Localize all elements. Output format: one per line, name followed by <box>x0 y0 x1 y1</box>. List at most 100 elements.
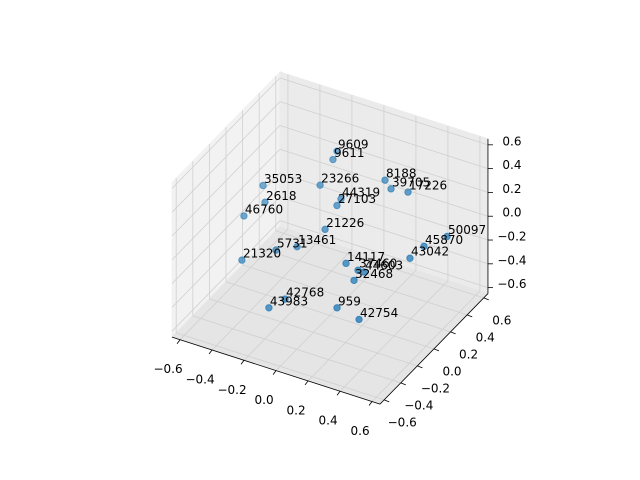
grid-line <box>171 77 281 189</box>
point <box>342 259 350 268</box>
point <box>337 195 345 203</box>
point-label: 23266 <box>321 172 359 186</box>
x-tick-label: 0.0 <box>255 393 274 407</box>
point <box>272 246 280 254</box>
y-tick-label: 0.2 <box>459 347 478 361</box>
point-label: 21226 <box>326 216 364 230</box>
grid-line <box>275 230 484 299</box>
tick-mark <box>384 399 390 403</box>
y-tick-label: 0.6 <box>492 313 511 327</box>
tick-mark <box>240 360 245 365</box>
point <box>281 295 289 303</box>
point-label: 39705 <box>392 175 430 189</box>
tick-mark <box>450 331 456 335</box>
point-label: 2618 <box>266 189 297 203</box>
z-tick-label: 0.0 <box>502 206 521 220</box>
z-tick-label: 0.2 <box>502 182 521 196</box>
x-tick-label: 0.4 <box>319 414 338 428</box>
grid-line <box>225 281 435 350</box>
y-tick-label: −0.6 <box>388 415 417 429</box>
y-tick-label: 0.4 <box>476 330 495 344</box>
point <box>261 198 269 206</box>
point <box>333 201 341 210</box>
point <box>350 276 358 285</box>
y-tick-label: −0.4 <box>404 398 433 412</box>
tick-mark <box>433 348 440 352</box>
x-tick-label: 0.2 <box>287 403 306 417</box>
grid-line <box>176 332 385 401</box>
grid-line <box>171 101 281 213</box>
point <box>333 147 341 155</box>
point-label: 13461 <box>298 233 336 247</box>
tick-mark <box>304 380 309 386</box>
point-label: 45870 <box>425 233 463 247</box>
grid-line <box>171 125 281 237</box>
tick-mark <box>208 349 213 355</box>
grid-line <box>279 125 489 193</box>
tick-mark <box>176 339 181 344</box>
z-tick-label: −0.4 <box>497 253 526 267</box>
tick-mark <box>417 365 423 369</box>
point <box>420 242 428 251</box>
point <box>265 304 273 312</box>
point <box>381 176 389 184</box>
x-tick-label: −0.4 <box>185 373 214 387</box>
tick-mark <box>467 314 473 318</box>
point <box>406 254 414 262</box>
tick-mark <box>368 401 373 406</box>
point <box>293 242 301 251</box>
point <box>333 304 341 312</box>
point-label: 46760 <box>245 202 283 216</box>
grid-line <box>279 101 489 170</box>
point <box>443 232 451 241</box>
point-label: 5731 <box>277 236 308 250</box>
point-label: 44603 <box>365 258 403 272</box>
grid-line <box>259 247 468 316</box>
point <box>240 212 248 220</box>
point-label: 44319 <box>342 185 380 199</box>
y-tick-label: 0.0 <box>442 364 461 378</box>
x-tick-label: −0.6 <box>153 362 182 376</box>
z-tick-label: 0.4 <box>502 158 521 172</box>
grid-line <box>192 315 401 384</box>
tick-mark <box>483 297 489 301</box>
grid-line <box>171 196 281 308</box>
z-tick-label: 0.6 <box>502 134 521 148</box>
point-label: 43983 <box>270 294 308 308</box>
grid-line <box>279 172 489 241</box>
point-label: 17226 <box>409 179 447 193</box>
point-label: 42768 <box>286 286 324 300</box>
point-label: 37460 <box>359 257 397 271</box>
point <box>259 181 267 190</box>
z-tick-label: −0.6 <box>497 277 526 291</box>
z-tick-label: −0.2 <box>497 230 526 244</box>
point-label: 959 <box>338 294 361 308</box>
tick-mark <box>272 370 277 375</box>
point-label: 43042 <box>411 245 449 259</box>
point-label: 9611 <box>334 146 365 160</box>
tick-mark <box>400 382 406 386</box>
grid-line <box>279 77 489 146</box>
x-tick-label: 0.6 <box>351 424 370 438</box>
y-tick-label: −0.2 <box>421 381 450 395</box>
point <box>238 256 246 264</box>
point-label: 50097 <box>448 223 486 237</box>
grid-line <box>209 298 418 367</box>
grid-line <box>279 196 489 265</box>
point-label: 8188 <box>386 167 417 181</box>
point <box>360 268 368 276</box>
point <box>316 181 324 189</box>
point <box>404 188 412 196</box>
point <box>329 155 337 164</box>
point-label: 32468 <box>355 267 393 281</box>
point-label: 35053 <box>264 172 302 186</box>
point <box>387 185 395 193</box>
x-tick-label: −0.2 <box>217 383 246 397</box>
grid-line <box>279 220 489 289</box>
point <box>355 315 363 324</box>
grid-line <box>171 220 281 332</box>
point <box>321 225 329 234</box>
point-label: 27103 <box>338 192 376 206</box>
